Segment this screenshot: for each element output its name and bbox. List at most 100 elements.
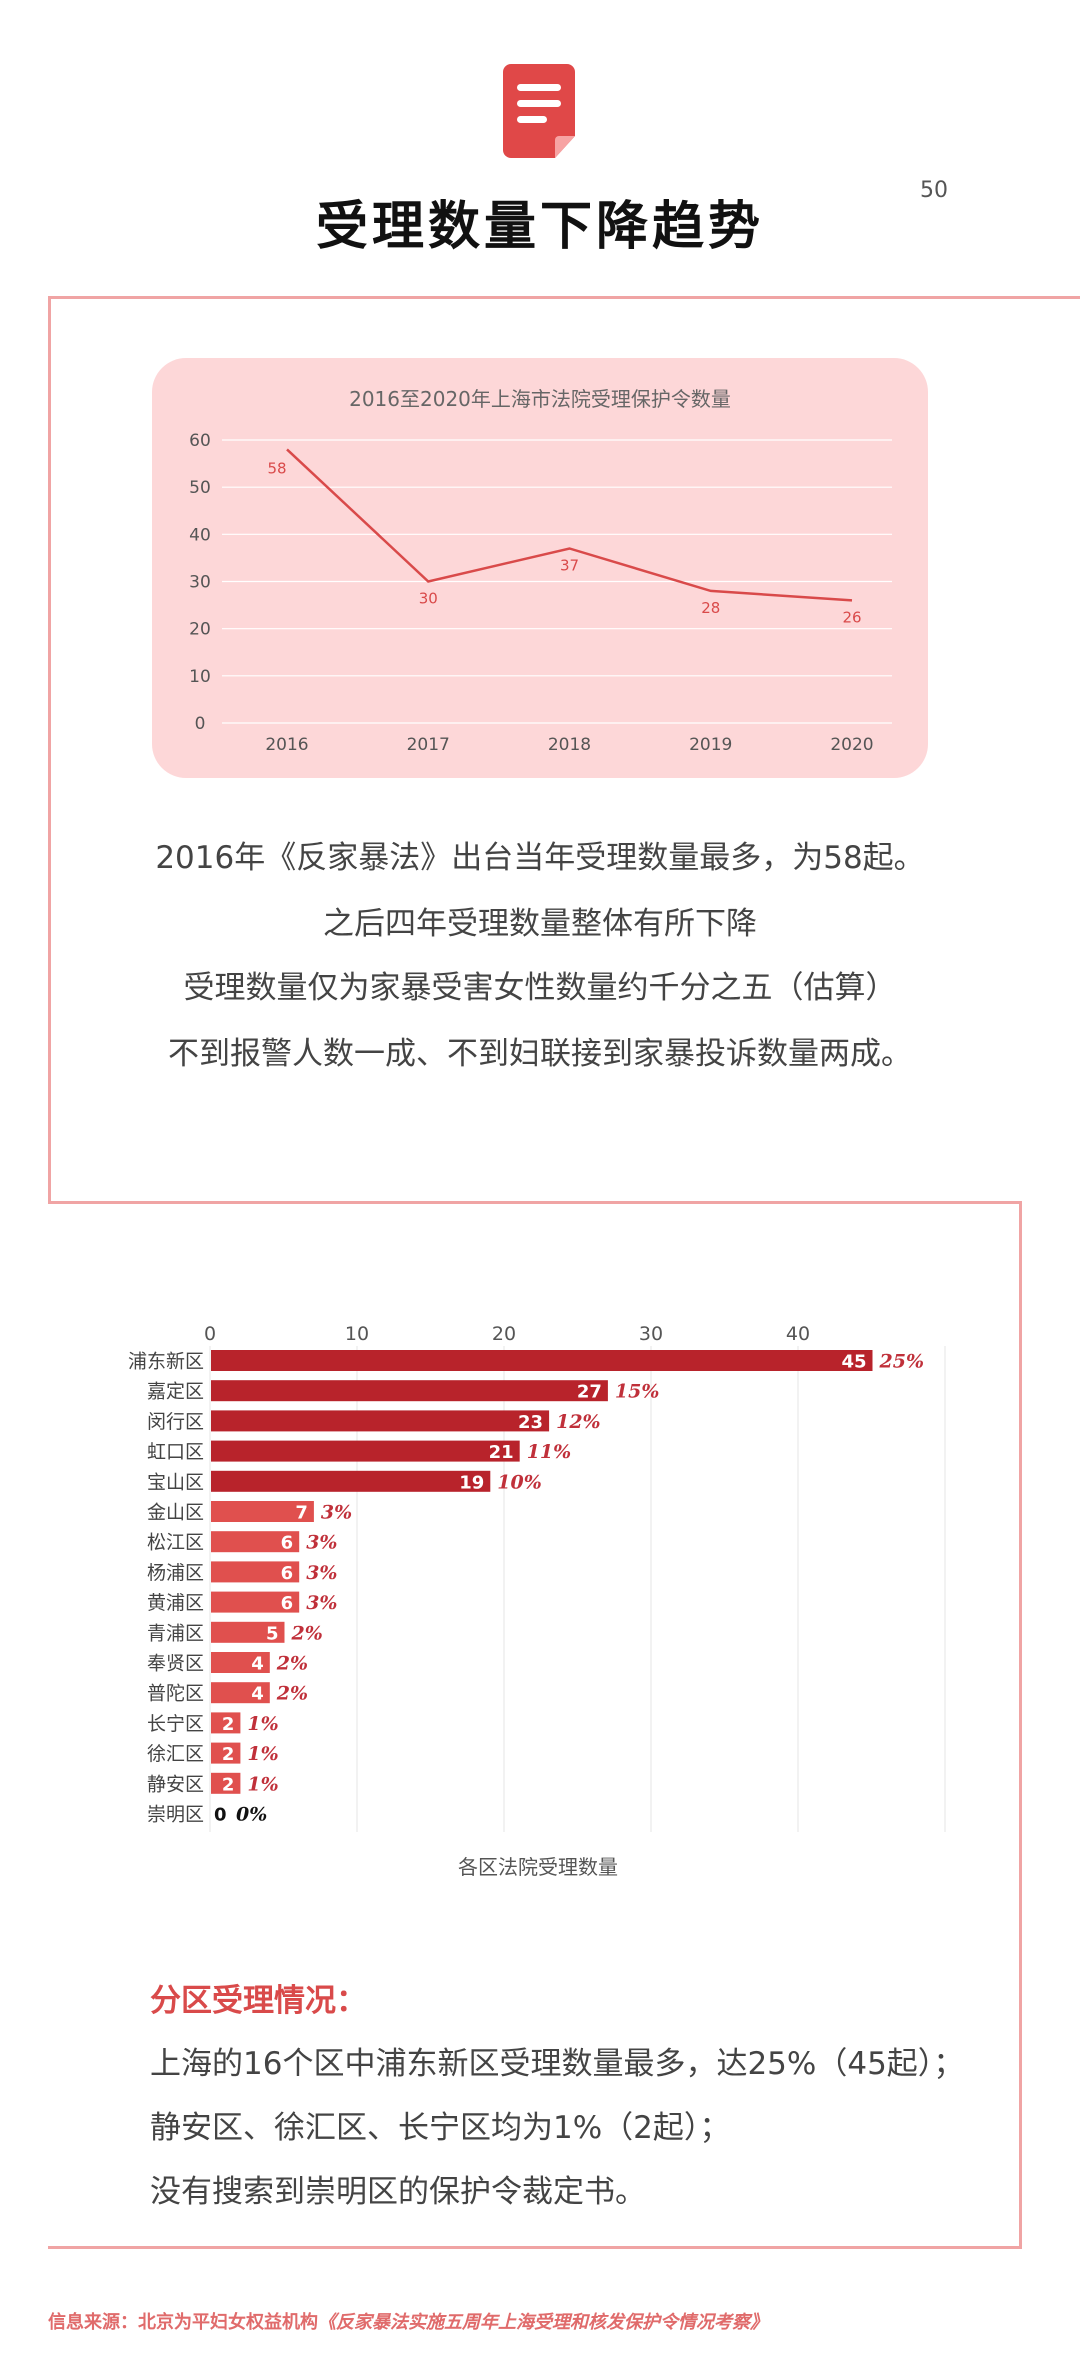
line-series <box>286 448 853 602</box>
frame-top-line <box>48 296 1080 299</box>
frame-left-line <box>48 296 51 1204</box>
category-label: 长宁区 <box>147 1713 204 1735</box>
line-chart: 2016至2020年上海市法院受理保护令数量 0 10 20 30 40 50 60 201… <box>189 387 892 755</box>
category-label: 普陀区 <box>147 1683 204 1705</box>
page-number: 50 <box>920 178 948 203</box>
frame-middle-line <box>48 1201 1022 1204</box>
bar-percent-label: 0% <box>236 1804 267 1826</box>
district-line-1: 上海的16个区中浦东新区受理数量最多，达25%（45起）； <box>150 2046 965 2082</box>
bar-value-label: 4 <box>251 1684 264 1705</box>
bar-chart-xlabel: 各区法院受理数量 <box>458 1855 618 1879</box>
y-tick-label: 40 <box>189 525 211 545</box>
bar-value-label: 7 <box>295 1503 308 1524</box>
x-tick-label: 2016 <box>265 735 308 755</box>
bar-value-label: 6 <box>281 1533 294 1554</box>
bar-percent-label: 12% <box>556 1411 601 1433</box>
bar <box>211 1501 314 1522</box>
bar-value-label: 2 <box>222 1774 235 1795</box>
bar-value-label: 21 <box>489 1442 514 1463</box>
category-label: 杨浦区 <box>147 1562 204 1584</box>
category-label: 奉贤区 <box>147 1653 204 1675</box>
bar <box>211 1470 491 1492</box>
x-tick-label: 2020 <box>830 735 873 755</box>
bar-percent-label: 2% <box>276 1653 308 1675</box>
line-chart-title: 2016至2020年上海市法院受理保护令数量 <box>349 387 731 411</box>
y-tick-label: 50 <box>189 478 211 498</box>
bar-value-label: 0 <box>214 1805 227 1826</box>
category-label: 崇明区 <box>147 1804 204 1826</box>
frame-bottom-line <box>48 2246 1022 2249</box>
line-chart-card <box>152 358 928 778</box>
bar <box>211 1350 873 1371</box>
bar-percent-label: 10% <box>497 1471 542 1493</box>
category-label: 静安区 <box>147 1773 204 1795</box>
bar-percent-label: 2% <box>291 1622 323 1644</box>
y-tick-label: 30 <box>189 573 211 593</box>
source-org: 北京为平妇女权益机构 <box>138 2312 318 2333</box>
district-section-heading: 分区受理情况： <box>150 1983 367 2019</box>
bar <box>211 1621 285 1643</box>
bar <box>211 1410 550 1432</box>
bar-value-label: 19 <box>459 1472 484 1493</box>
page-title: 受理数量下降趋势 <box>315 197 764 257</box>
bar <box>211 1380 608 1402</box>
summary-line-1: 2016年《反家暴法》出台当年受理数量最多，为58起。 <box>155 840 925 876</box>
bar <box>211 1440 520 1462</box>
x-tick-label: 0 <box>204 1323 216 1345</box>
source-label: 信息来源： <box>48 2312 138 2333</box>
category-label: 黄浦区 <box>147 1592 204 1614</box>
bar-percent-label: 3% <box>306 1562 337 1584</box>
x-tick-label: 10 <box>345 1323 369 1345</box>
y-tick-label: 60 <box>189 431 211 451</box>
district-line-2: 静安区、徐汇区、长宁区均为1%（2起）； <box>150 2110 731 2146</box>
category-label: 闵行区 <box>147 1411 204 1433</box>
x-tick-label: 30 <box>639 1323 663 1345</box>
summary-line-3: 受理数量仅为家暴受害女性数量约千分之五（估算） <box>183 970 897 1006</box>
source-report: 《反家暴法实施五周年上海受理和核发保护令情况考察》 <box>318 2312 768 2333</box>
bar <box>211 1561 300 1583</box>
line-data-label: 58 <box>267 459 286 477</box>
x-tick-label: 2019 <box>689 735 732 755</box>
x-tick-label: 2018 <box>548 735 591 755</box>
line-data-label: 30 <box>419 590 438 608</box>
category-label: 金山区 <box>147 1502 204 1524</box>
bar-percent-label: 3% <box>306 1592 337 1614</box>
y-tick-label: 10 <box>189 667 211 687</box>
bar-percent-label: 1% <box>247 1773 278 1795</box>
bar-percent-label: 1% <box>247 1743 278 1765</box>
category-label: 浦东新区 <box>128 1351 204 1373</box>
frame-right-line <box>1019 1201 1022 2249</box>
source-footer: 信息来源：北京为平妇女权益机构《反家暴法实施五周年上海受理和核发保护令情况考察》 <box>48 2308 768 2334</box>
bar <box>211 1682 270 1704</box>
y-tick-label: 20 <box>189 620 211 640</box>
bar-percent-label: 2% <box>276 1683 308 1705</box>
document-icon <box>503 64 575 158</box>
bar-value-label: 45 <box>841 1352 866 1373</box>
bar-value-label: 23 <box>518 1412 543 1433</box>
category-label: 宝山区 <box>147 1471 204 1493</box>
line-data-label: 26 <box>842 608 861 626</box>
bar-value-label: 6 <box>281 1593 294 1614</box>
category-label: 松江区 <box>147 1532 204 1554</box>
district-line-3: 没有搜索到崇明区的保护令裁定书。 <box>150 2174 646 2210</box>
summary-line-2: 之后四年受理数量整体有所下降 <box>323 906 757 942</box>
bar-percent-label: 11% <box>527 1441 572 1463</box>
bar-value-label: 5 <box>266 1623 279 1644</box>
category-label: 徐汇区 <box>147 1743 204 1765</box>
y-tick-label: 0 <box>195 714 206 734</box>
line-data-label: 37 <box>560 556 579 574</box>
category-label: 青浦区 <box>147 1622 204 1644</box>
bar <box>211 1591 300 1613</box>
summary-line-4: 不到报警人数一成、不到妇联接到家暴投诉数量两成。 <box>168 1036 912 1072</box>
bar <box>211 1772 241 1794</box>
bar-percent-label: 25% <box>879 1351 925 1373</box>
x-tick-label: 2017 <box>407 735 450 755</box>
bar-value-label: 2 <box>222 1714 235 1735</box>
bar-value-label: 6 <box>281 1563 294 1584</box>
bar-percent-label: 1% <box>247 1713 278 1735</box>
bar <box>211 1742 241 1764</box>
bar <box>211 1531 300 1553</box>
line-data-label: 28 <box>701 599 720 617</box>
bar-percent-label: 15% <box>615 1381 660 1403</box>
x-tick-label: 40 <box>786 1323 810 1345</box>
